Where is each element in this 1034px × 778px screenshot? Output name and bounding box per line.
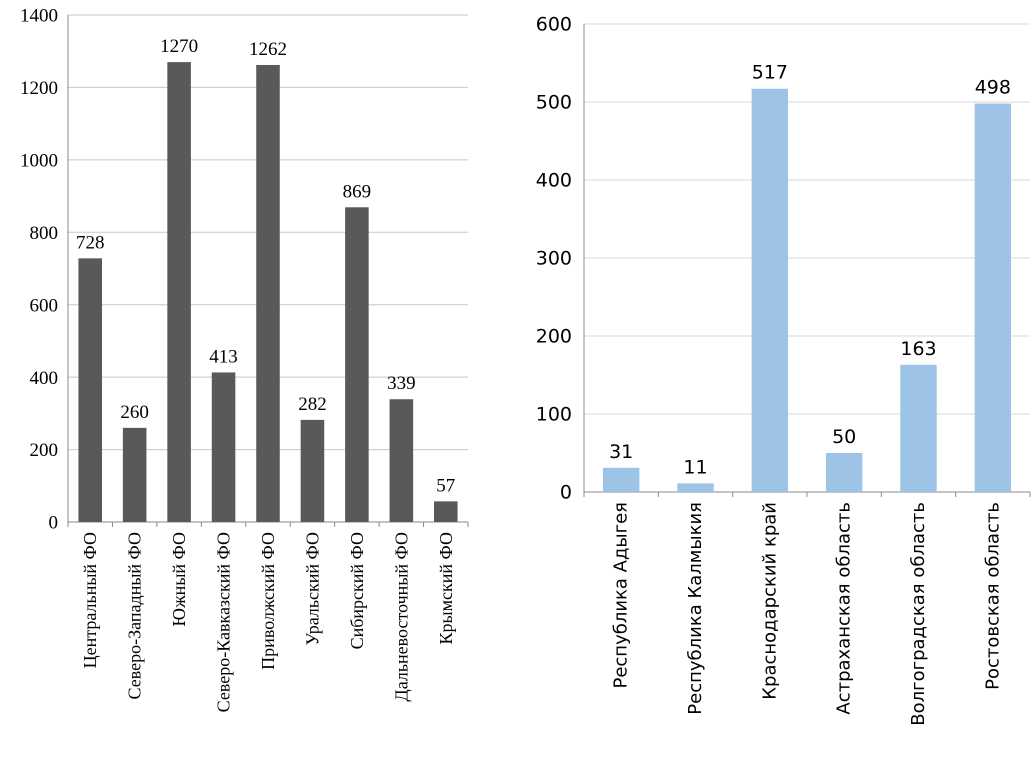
bar	[211, 372, 236, 522]
bar	[602, 467, 640, 492]
category-label: Волгоградская область	[908, 502, 929, 726]
bar	[434, 501, 458, 522]
category-label: Ростовская область	[982, 502, 1003, 690]
southern-regions-bar-chart: 0 100 200 300 400 500 600 31 Республика Адыгея 11…	[536, 14, 1031, 726]
category-label: Центральный ФО	[80, 532, 100, 668]
bar-value-label: 282	[298, 394, 327, 415]
y-tick-label: 0	[560, 482, 572, 504]
bar	[825, 453, 863, 492]
bar-value-label: 1270	[160, 36, 198, 57]
bar-value-label: 339	[387, 373, 416, 394]
bar-value-label: 869	[343, 181, 372, 202]
bar	[300, 419, 325, 522]
category-label: Приволжский ФО	[258, 532, 278, 670]
bar	[974, 103, 1012, 492]
bar	[122, 427, 147, 522]
bar	[389, 399, 414, 522]
y-tick-label: 1400	[20, 6, 58, 27]
bar-value-label: 57	[436, 475, 455, 496]
y-tick-label: 600	[30, 295, 59, 316]
bar	[345, 207, 369, 522]
category-label: Астраханская область	[834, 502, 855, 715]
bar	[167, 62, 191, 522]
federal-districts-bar-chart: 0 200 400 600 800 1000 1200 1400 728 Центральный …	[20, 6, 469, 712]
category-label: Уральский ФО	[302, 532, 322, 645]
category-label: Северо-Западный ФО	[125, 532, 145, 699]
y-tick-label: 100	[536, 404, 572, 426]
category-label: Крымский ФО	[436, 532, 456, 644]
category-label: Республика Адыгея	[611, 502, 632, 689]
category-label: Дальневосточный ФО	[391, 532, 411, 702]
y-tick-label: 400	[536, 170, 572, 192]
category-label: Республика Калмыкия	[685, 502, 706, 715]
bar-value-label: 260	[120, 402, 149, 423]
y-tick-label: 200	[536, 326, 572, 348]
y-tick-label: 1000	[20, 151, 58, 172]
bar-value-label: 163	[900, 338, 936, 360]
category-label: Сибирский ФО	[347, 532, 367, 649]
bar-value-label: 728	[76, 232, 105, 253]
y-tick-label: 600	[536, 14, 572, 36]
y-tick-label: 800	[30, 223, 59, 244]
bar	[900, 364, 937, 492]
y-tick-label: 300	[536, 248, 572, 270]
y-tick-label: 500	[536, 92, 572, 114]
bar	[677, 483, 714, 492]
bar-value-label: 50	[832, 426, 856, 448]
bar	[751, 88, 789, 493]
bar-value-label: 413	[209, 346, 238, 367]
bar-value-label: 11	[683, 456, 707, 478]
category-label: Северо-Кавказский ФО	[214, 532, 234, 712]
y-tick-label: 0	[49, 513, 59, 534]
category-label: Южный ФО	[169, 532, 189, 626]
y-tick-label: 200	[30, 440, 59, 461]
category-label: Краснодарский край	[759, 502, 780, 700]
y-tick-label: 400	[30, 368, 59, 389]
bar-value-label: 1262	[249, 39, 287, 60]
y-tick-label: 1200	[20, 78, 58, 99]
bar-value-label: 517	[752, 62, 788, 84]
bar-value-label: 31	[609, 441, 633, 463]
bar-value-label: 498	[975, 77, 1011, 99]
bar	[256, 64, 280, 523]
bar	[78, 258, 102, 522]
